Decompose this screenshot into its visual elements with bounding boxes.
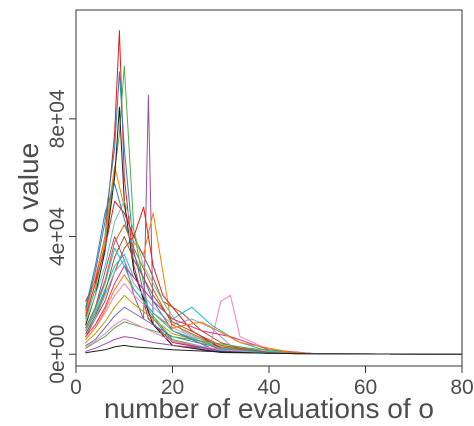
x-tick-label: 40 <box>257 376 280 399</box>
y-tick-label: 8e+04 <box>46 89 69 148</box>
series-line-1 <box>85 30 463 355</box>
series-line-8 <box>85 253 463 355</box>
x-tick-label: 80 <box>450 376 473 399</box>
y-tick-label: 0e+00 <box>46 325 69 384</box>
y-axis-label: o value <box>13 143 44 233</box>
y-tick-label: 4e+04 <box>46 207 69 266</box>
x-axis-label: number of evaluations of o <box>104 393 434 424</box>
x-axis: 0 20 40 60 80 <box>70 366 474 399</box>
series-line-18 <box>85 183 463 355</box>
x-tick-label: 0 <box>70 376 82 399</box>
series-line-24 <box>85 344 463 355</box>
series-line-4 <box>85 94 463 355</box>
y-axis: 0e+00 4e+04 8e+04 <box>46 89 76 384</box>
x-tick-label: 20 <box>161 376 184 399</box>
series-layer <box>85 30 463 355</box>
series-line-9 <box>85 106 463 355</box>
series-line-7 <box>85 283 463 355</box>
series-line-14 <box>85 224 463 355</box>
series-line-13 <box>85 294 463 355</box>
series-line-23 <box>85 247 463 355</box>
x-tick-label: 60 <box>354 376 377 399</box>
